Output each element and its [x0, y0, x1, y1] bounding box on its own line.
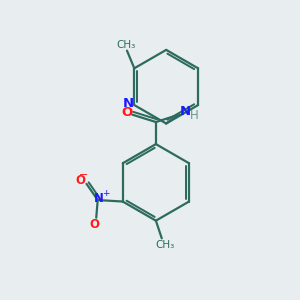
Text: CH₃: CH₃: [155, 240, 174, 250]
Text: N: N: [180, 105, 191, 118]
Text: +: +: [102, 189, 110, 198]
Text: −: −: [79, 170, 88, 180]
Text: H: H: [190, 109, 199, 122]
Text: O: O: [90, 218, 100, 231]
Text: N: N: [94, 192, 104, 205]
Text: N: N: [122, 97, 134, 110]
Text: O: O: [75, 174, 85, 188]
Text: CH₃: CH₃: [117, 40, 136, 50]
Text: O: O: [122, 106, 133, 119]
